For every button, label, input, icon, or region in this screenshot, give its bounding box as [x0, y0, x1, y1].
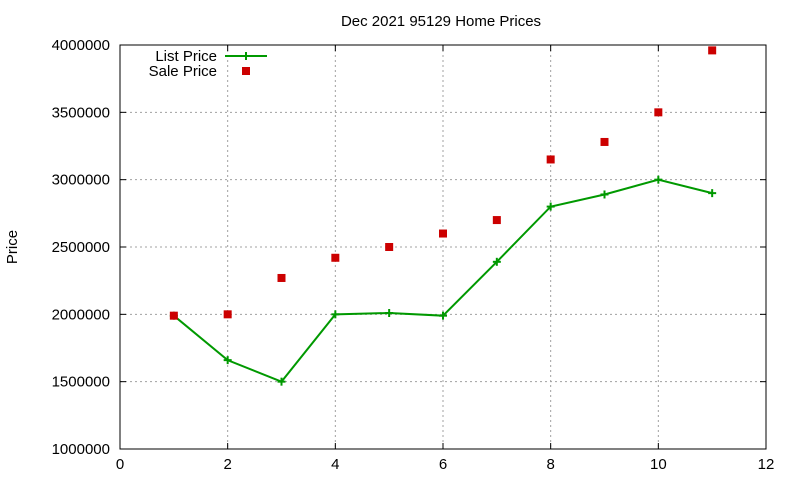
x-tick-label: 12 [758, 456, 775, 473]
x-tick-label: 6 [439, 456, 447, 473]
data-point-list-price [654, 175, 663, 184]
legend-marker-sale-price [242, 67, 250, 75]
legend-marker-list-price [242, 52, 250, 60]
data-point-list-price [708, 189, 717, 198]
data-point-list-price [492, 257, 501, 266]
data-point-list-price [546, 202, 555, 211]
data-point-list-price [277, 377, 286, 386]
data-point-sale-price [492, 216, 501, 225]
x-tick-label: 10 [650, 456, 667, 473]
series-layer [169, 46, 717, 386]
data-point-sale-price [331, 253, 340, 262]
data-point-sale-price [439, 229, 447, 238]
x-tick-label: 2 [223, 456, 231, 473]
y-tick-label: 4000000 [52, 37, 110, 54]
data-point-sale-price [169, 311, 178, 320]
data-point-list-price [331, 310, 340, 319]
chart-title: Dec 2021 95129 Home Prices [341, 13, 541, 30]
data-point-list-price [223, 356, 232, 365]
data-point-sale-price [546, 155, 555, 164]
legend-cross [242, 52, 250, 60]
y-tick-label: 3500000 [52, 104, 110, 121]
data-point-sale-price [223, 310, 232, 319]
legend-label-list-price: List Price [155, 48, 217, 65]
data-point-sale-price [600, 137, 609, 146]
data-point-sale-price [708, 46, 717, 55]
y-tick-label: 1500000 [52, 374, 110, 391]
data-point-sale-price [277, 273, 286, 282]
data-point-sale-price [385, 243, 394, 251]
y-tick-label: 2000000 [52, 306, 110, 323]
y-tick-label: 1000000 [52, 441, 110, 458]
data-point-sale-price [654, 108, 663, 117]
data-point-list-price [600, 190, 609, 199]
x-tick-label: 8 [546, 456, 554, 473]
y-tick-label: 2500000 [52, 239, 110, 256]
x-tick-label: 0 [116, 456, 124, 473]
legend: List Price Sale Price [149, 48, 267, 80]
y-axis-label: Price [4, 230, 21, 264]
data-point-list-price [439, 311, 447, 320]
x-tick-label: 4 [331, 456, 339, 473]
grid-layer [120, 45, 766, 449]
y-tick-label: 3000000 [52, 172, 110, 189]
data-point-list-price [385, 308, 394, 317]
legend-label-sale-price: Sale Price [149, 63, 217, 80]
tick-layer: 0 2 4 6 8 10 12 1000000 1500000 2000000 2500000 300… [52, 37, 775, 473]
